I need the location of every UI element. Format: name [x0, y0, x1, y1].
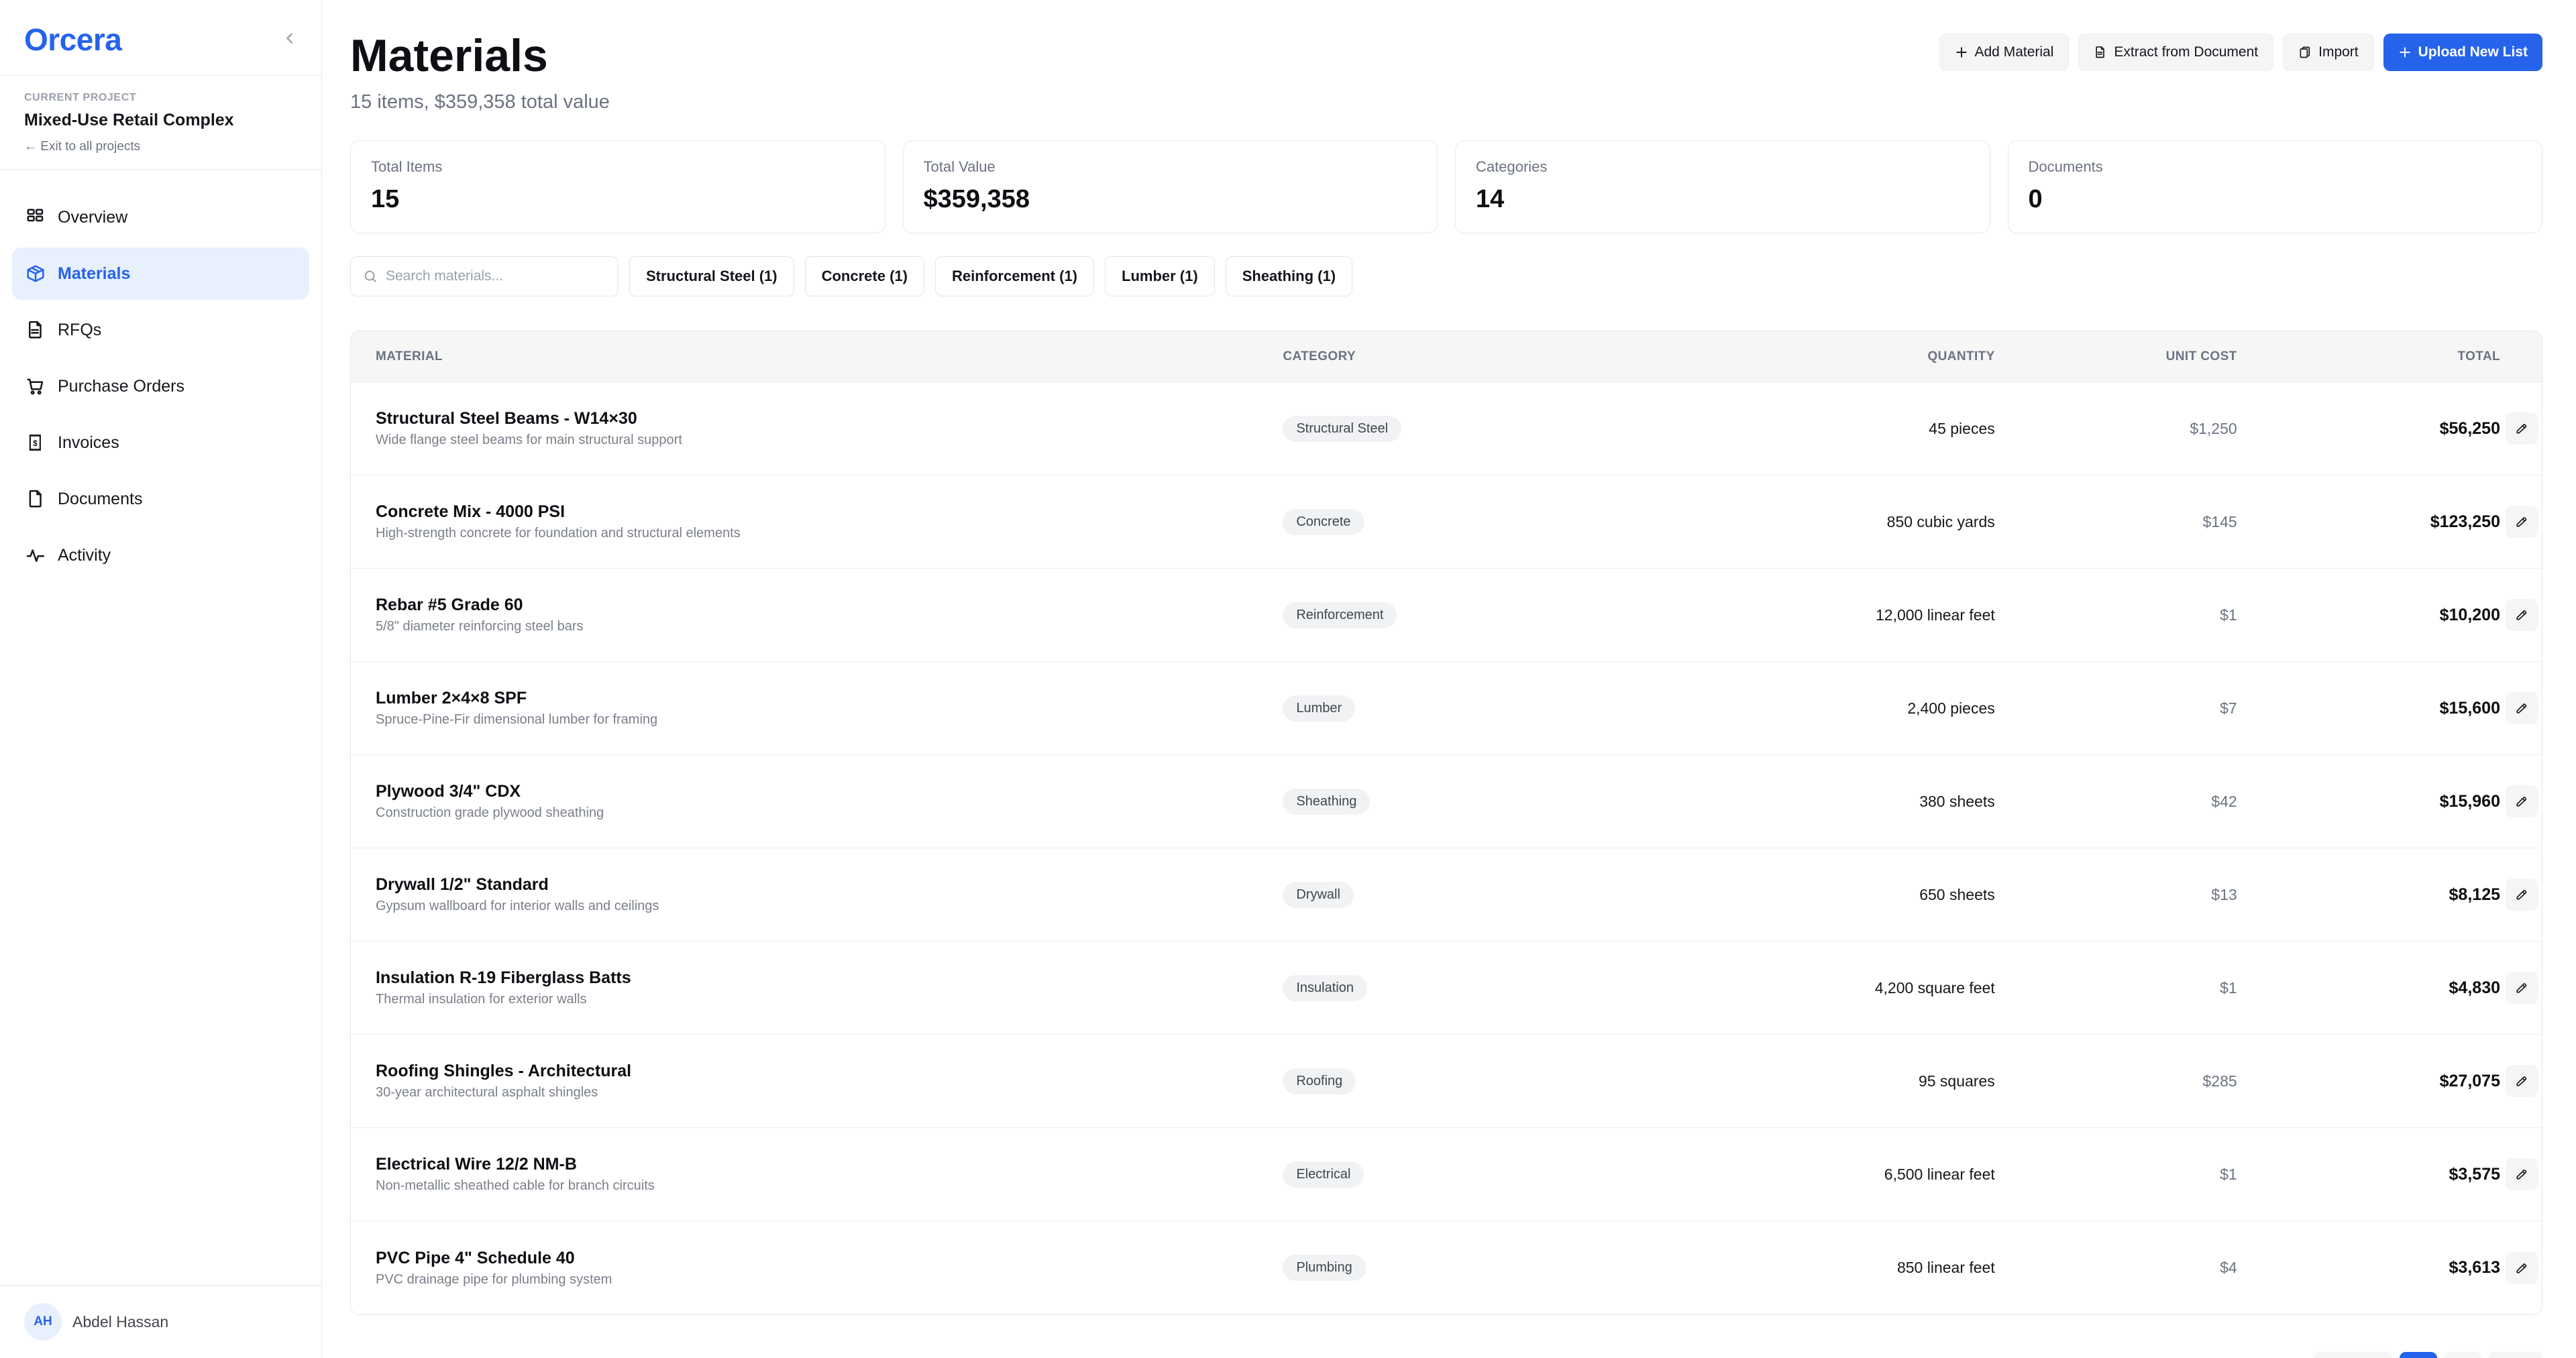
svg-text:$: $ [33, 439, 38, 448]
